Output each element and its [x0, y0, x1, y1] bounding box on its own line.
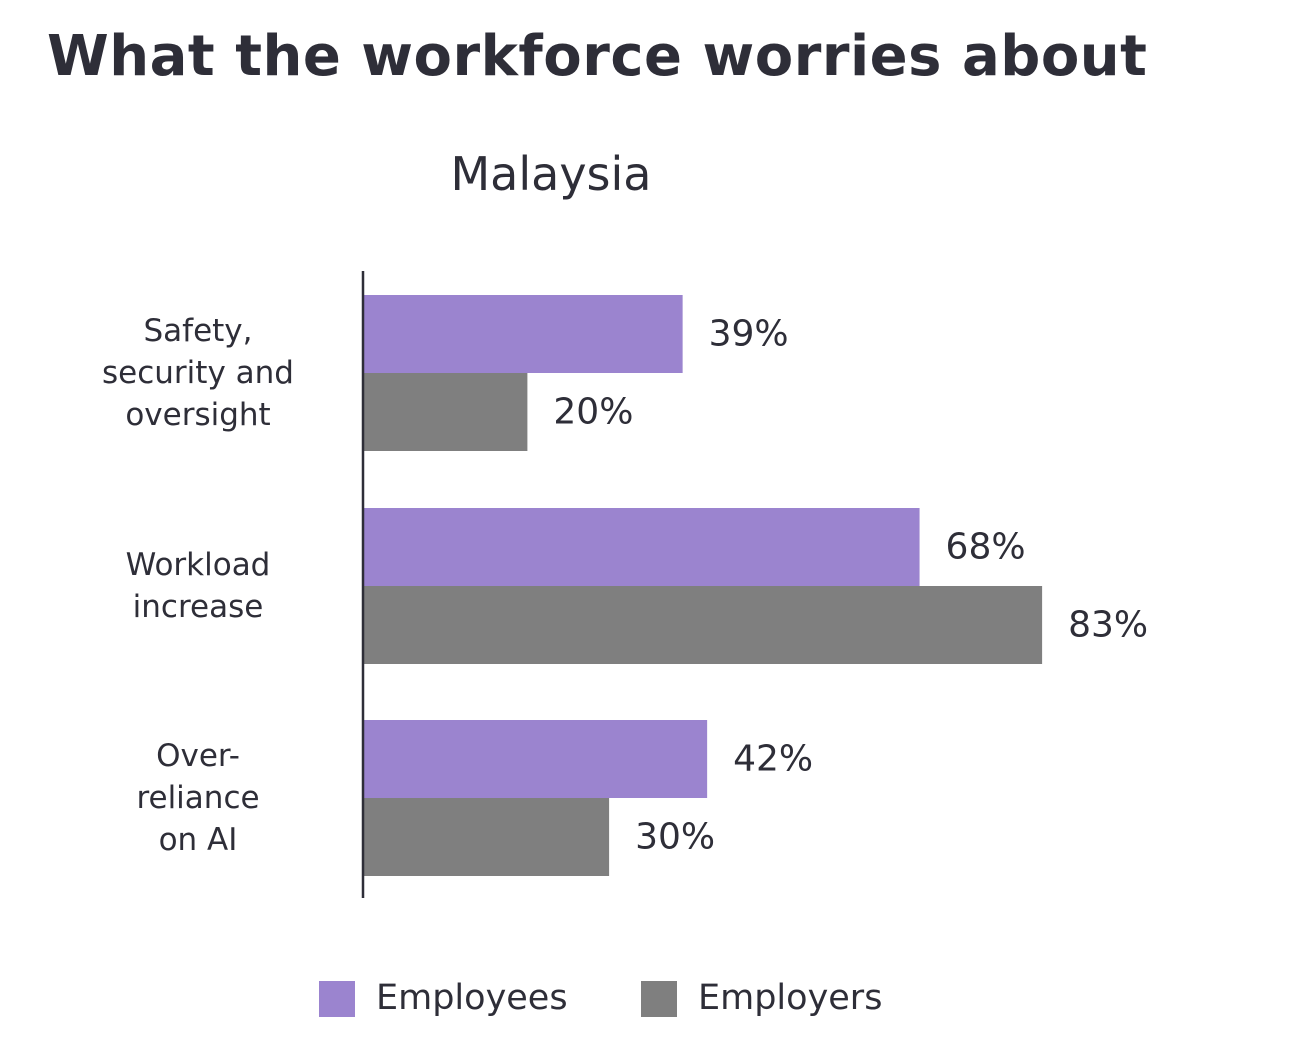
- bar-employees-workload-increase: [364, 508, 920, 586]
- value-label-employers-safety-security-and-oversight: 20%: [553, 392, 633, 433]
- legend-swatch-employers: [641, 981, 677, 1017]
- value-label-employees-over-reliance-on-ai: 42%: [733, 739, 813, 780]
- legend-label-employees: Employees: [376, 978, 568, 1018]
- category-label-line: oversight: [125, 397, 270, 433]
- value-label-employees-workload-increase: 68%: [946, 527, 1026, 568]
- category-label-safety-security-and-oversight: Safety, security and oversight: [102, 313, 294, 433]
- bar-employers-safety-security-and-oversight: [364, 373, 528, 451]
- category-label-line: Workload: [126, 547, 271, 583]
- value-labels-group: 39% 20% 68% 83% 42% 30%: [553, 314, 1148, 858]
- category-label-workload-increase: Workload increase: [126, 547, 271, 625]
- category-label-line: Over-: [156, 738, 240, 774]
- category-label-line: on AI: [159, 822, 238, 858]
- bar-employees-safety-security-and-oversight: [364, 295, 683, 373]
- legend-label-employers: Employers: [698, 978, 882, 1018]
- category-label-line: Safety,: [143, 313, 252, 349]
- value-label-employers-over-reliance-on-ai: 30%: [635, 817, 715, 858]
- chart-title: What the workforce worries about: [47, 24, 1148, 89]
- legend-swatch-employees: [319, 981, 355, 1017]
- category-label-line: reliance: [136, 780, 259, 816]
- category-label-line: increase: [133, 589, 264, 625]
- value-label-employees-safety-security-and-oversight: 39%: [709, 314, 789, 355]
- bar-employees-over-reliance-on-ai: [364, 720, 708, 798]
- bars-group: [364, 295, 1043, 876]
- category-labels-group: Safety, security and oversight Workload incr…: [102, 313, 294, 858]
- category-label-line: security and: [102, 355, 294, 391]
- bar-employers-workload-increase: [364, 586, 1043, 664]
- chart-subtitle: Malaysia: [450, 147, 651, 201]
- bar-employers-over-reliance-on-ai: [364, 798, 610, 876]
- value-label-employers-workload-increase: 83%: [1068, 605, 1148, 646]
- category-label-over-reliance-on-ai: Over-reliance on AI: [136, 738, 259, 858]
- legend: Employees Employers: [319, 978, 882, 1018]
